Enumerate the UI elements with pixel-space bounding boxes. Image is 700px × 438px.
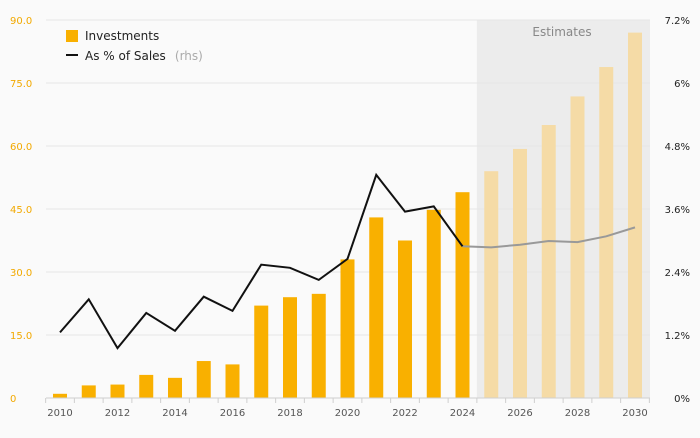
bar-investments-2026 [513, 148, 527, 398]
bar-investments-2013 [139, 374, 154, 398]
y-right-tick-label: 4.8% [665, 142, 690, 153]
bar-investments-2018 [283, 297, 297, 398]
y-left-tick-label: 75.0 [10, 79, 32, 90]
y-left-tick-label: 45.0 [10, 205, 32, 216]
bar-investments-2030 [628, 32, 642, 398]
legend-investments-label: Investments [85, 29, 159, 43]
x-tick-label: 2020 [335, 408, 360, 419]
legend-line-text: As % of Sales (rhs) [85, 45, 203, 64]
bar-investments-2023 [426, 209, 441, 398]
x-tick-label: 2030 [622, 408, 647, 419]
bar-investments-2028 [570, 96, 585, 398]
y-left-tick-label: 15.0 [10, 331, 32, 342]
estimates-label: Estimates [532, 25, 591, 39]
bar-investments-2012 [110, 384, 125, 398]
y-left-tick-label: 90.0 [10, 16, 32, 27]
y-right-tick-label: 7.2% [665, 16, 690, 27]
bar-investments-2029 [599, 67, 614, 398]
y-right-tick-label: 3.6% [665, 205, 690, 216]
line-sales-pct-actual [59, 172, 464, 350]
bar-investments-2015 [196, 361, 211, 398]
x-tick-label: 2028 [565, 408, 590, 419]
legend-sales-label: As % of Sales [85, 49, 166, 63]
x-tick-label: 2010 [47, 408, 72, 419]
legend-bar-swatch [66, 30, 78, 42]
axes: 0 15.0 30.0 45.0 60.0 75.0 90.0 0% 1.2% 2.4% 3.6% 4… [10, 16, 690, 419]
y-left-tick-label: 0 [10, 394, 16, 405]
line-series [59, 172, 636, 350]
bar-investments-2027 [541, 125, 556, 398]
bar-investments-2021 [369, 217, 384, 398]
bar-investments-2010 [53, 393, 67, 398]
legend-rhs-suffix: (rhs) [175, 49, 203, 63]
x-tick-label: 2016 [220, 408, 245, 419]
x-tick-label: 2024 [450, 408, 475, 419]
bar-investments-2016 [225, 364, 240, 398]
bar-investments-2019 [311, 293, 326, 398]
y-left-tick-label: 30.0 [10, 268, 32, 279]
bar-investments-2025 [484, 171, 499, 398]
bar-series [53, 32, 642, 398]
bar-investments-2020 [340, 259, 355, 398]
y-right-tick-label: 2.4% [665, 268, 690, 279]
x-tick-label: 2012 [105, 408, 130, 419]
x-tick-label: 2022 [392, 408, 417, 419]
line-sales-pct-estimate [462, 226, 636, 249]
x-tick-label: 2014 [162, 408, 187, 419]
bar-investments-2011 [81, 385, 96, 398]
bar-investments-2022 [398, 240, 412, 398]
bar-investments-2017 [254, 305, 269, 398]
y-right-tick-label: 0% [674, 394, 690, 405]
x-tick-label: 2026 [507, 408, 532, 419]
y-right-tick-label: 1.2% [665, 331, 690, 342]
y-right-tick-label: 6% [674, 79, 690, 90]
bar-investments-2014 [168, 377, 182, 398]
x-tick-label: 2018 [277, 408, 302, 419]
bar-investments-2024 [455, 192, 470, 398]
legend: Investments As % of Sales (rhs) [66, 29, 203, 64]
y-left-tick-label: 60.0 [10, 142, 32, 153]
